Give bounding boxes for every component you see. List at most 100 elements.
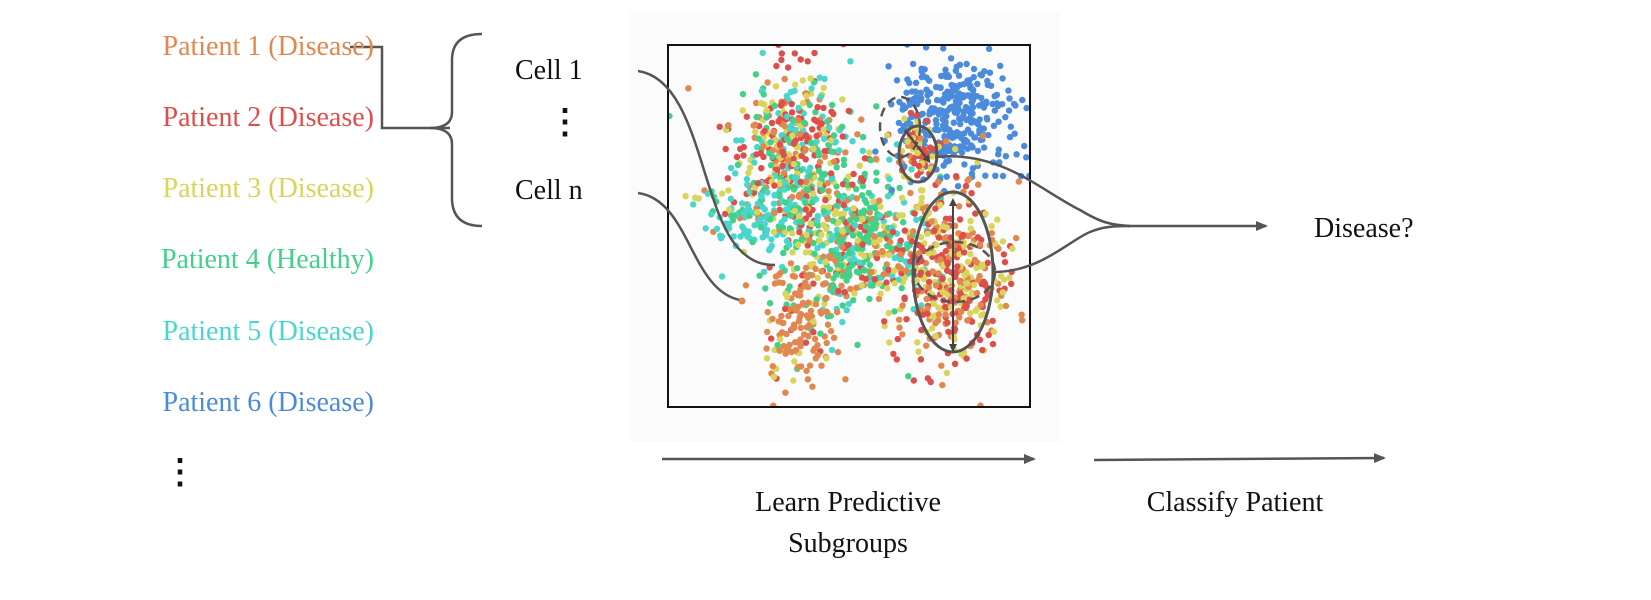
cell-point bbox=[824, 272, 832, 279]
cell-point bbox=[744, 181, 751, 188]
cell-point bbox=[839, 243, 846, 251]
disease-output-label: Disease? bbox=[1314, 213, 1414, 244]
cell-point bbox=[805, 314, 812, 322]
cell-point bbox=[690, 201, 697, 208]
cell-point bbox=[834, 348, 842, 356]
cell-point bbox=[776, 347, 783, 354]
cell-point bbox=[739, 223, 746, 230]
cell-point bbox=[803, 272, 810, 280]
cell-point bbox=[784, 293, 791, 300]
cell-point bbox=[840, 161, 848, 168]
cell-point bbox=[766, 300, 774, 307]
cell-point bbox=[713, 225, 721, 232]
cell-point bbox=[930, 300, 938, 307]
cell-point bbox=[1011, 130, 1018, 137]
cell-point bbox=[790, 377, 797, 384]
cell-point bbox=[886, 175, 893, 183]
cell-point bbox=[830, 110, 837, 118]
cell-point bbox=[908, 88, 916, 95]
cell-point bbox=[838, 282, 845, 289]
cell-point bbox=[807, 307, 815, 315]
cell-point bbox=[779, 224, 787, 231]
cell-point bbox=[910, 377, 917, 384]
cell-point bbox=[840, 272, 847, 279]
cell-point bbox=[759, 49, 766, 57]
cell-point bbox=[824, 118, 831, 125]
cell-point bbox=[876, 197, 883, 204]
cell-point bbox=[822, 258, 829, 266]
cell-point bbox=[760, 268, 768, 275]
cell-point bbox=[814, 342, 821, 349]
cell-point bbox=[841, 288, 848, 296]
cell-point bbox=[897, 251, 904, 258]
cell-point bbox=[973, 289, 981, 297]
cell-point bbox=[927, 144, 934, 151]
cell-point bbox=[808, 85, 815, 92]
cell-point bbox=[791, 50, 798, 57]
cell-point bbox=[967, 217, 974, 225]
cell-point bbox=[743, 113, 750, 120]
cell-point bbox=[832, 257, 839, 264]
cell-point bbox=[859, 177, 867, 184]
cell-point bbox=[924, 310, 931, 317]
cell-point bbox=[933, 241, 940, 249]
cell-point bbox=[789, 117, 797, 124]
cell-point bbox=[758, 100, 765, 107]
cell-point bbox=[804, 58, 811, 65]
cell-point bbox=[792, 339, 799, 346]
cell-point bbox=[929, 268, 936, 275]
cell-point bbox=[732, 170, 739, 177]
cell-point bbox=[966, 296, 973, 303]
cell-point bbox=[730, 233, 737, 240]
cell-point bbox=[839, 318, 846, 326]
cell-point bbox=[778, 312, 785, 320]
cell-point bbox=[788, 325, 796, 333]
cell-point bbox=[850, 205, 857, 212]
classify-step-arrow bbox=[1093, 453, 1386, 464]
cell-point bbox=[797, 324, 805, 331]
cell-point bbox=[917, 135, 924, 142]
cell-point bbox=[891, 280, 898, 287]
cell-point bbox=[725, 122, 732, 129]
cell-point bbox=[944, 319, 951, 326]
cell-point bbox=[1006, 95, 1013, 102]
cells-ellipsis-icon: ⋮ bbox=[548, 104, 582, 141]
cell-point bbox=[886, 339, 893, 346]
cell-point bbox=[872, 155, 880, 162]
cell-point bbox=[961, 271, 968, 279]
cell-point bbox=[775, 318, 782, 325]
cell-point bbox=[797, 286, 804, 294]
cell-point bbox=[783, 92, 791, 100]
cell-point bbox=[894, 335, 901, 343]
embedding-plot-frame bbox=[667, 44, 1031, 408]
cell-point bbox=[847, 58, 854, 65]
cell-point bbox=[999, 172, 1007, 180]
cell-point bbox=[957, 308, 965, 316]
cell-point bbox=[914, 149, 921, 157]
cell-n-trajectory bbox=[637, 191, 741, 302]
cell-point bbox=[997, 303, 1004, 310]
cell-point bbox=[956, 314, 963, 321]
cell-point bbox=[980, 144, 988, 151]
cell-point bbox=[852, 222, 859, 229]
cell-point bbox=[925, 98, 932, 105]
cell-point bbox=[914, 172, 921, 179]
cell-point bbox=[818, 362, 825, 369]
cell-point bbox=[954, 263, 961, 270]
cell-point bbox=[876, 212, 884, 219]
cell-point bbox=[722, 145, 729, 153]
cell-point bbox=[820, 104, 827, 112]
cell-point bbox=[790, 155, 797, 163]
cell-point bbox=[722, 210, 729, 218]
cell-point bbox=[839, 133, 846, 140]
cell-point bbox=[825, 124, 833, 132]
cell-point bbox=[733, 137, 740, 144]
patient-5-label: Patient 5 (Disease) bbox=[162, 316, 375, 347]
patient-3-label: Patient 3 (Disease) bbox=[162, 173, 375, 204]
cell-point bbox=[702, 225, 709, 232]
cell-point bbox=[896, 98, 903, 106]
cell-point bbox=[768, 119, 776, 127]
cell-point bbox=[766, 245, 774, 253]
cell-point bbox=[849, 261, 856, 268]
cell-point bbox=[791, 207, 798, 215]
